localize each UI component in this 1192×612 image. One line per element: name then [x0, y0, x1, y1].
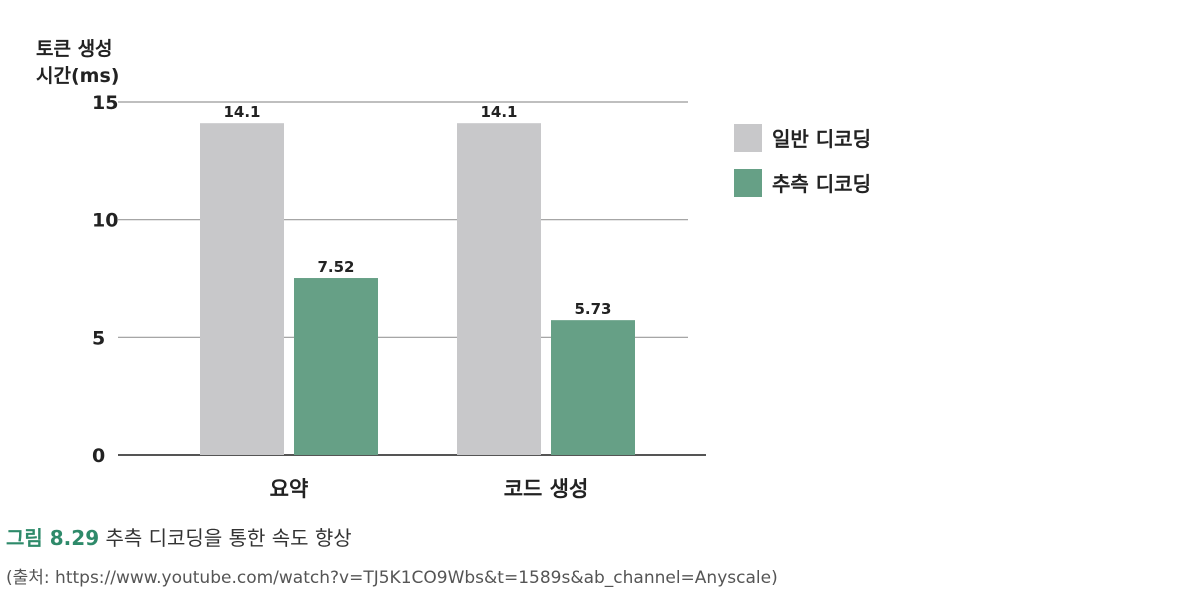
- y-axis-title-line: 시간(ms): [36, 65, 119, 87]
- y-tick-label: 10: [92, 210, 118, 232]
- x-tick-label: 코드 생성: [504, 477, 589, 501]
- source-citation: (출처: https://www.youtube.com/watch?v=TJ5…: [6, 568, 778, 588]
- legend-swatch: [734, 169, 762, 197]
- bars: [200, 123, 635, 456]
- y-axis-title-line: 토큰 생성: [36, 38, 113, 60]
- figure-caption: 그림 8.29 추측 디코딩을 통한 속도 향상: [6, 522, 352, 551]
- bar: [551, 320, 635, 455]
- figure-number: 그림 8.29: [6, 526, 100, 550]
- bar: [457, 123, 541, 456]
- bar-value-label: 14.1: [480, 103, 517, 121]
- bar-value-label: 14.1: [223, 103, 260, 121]
- bar: [294, 278, 378, 455]
- value-labels: 14.1 7.52 14.1 5.73: [223, 103, 611, 318]
- bar-value-label: 7.52: [317, 258, 354, 276]
- figure-caption-text: 추측 디코딩을 통한 속도 향상: [105, 526, 352, 550]
- bar: [200, 123, 284, 456]
- x-tick-label: 요약: [270, 477, 309, 501]
- legend-swatch: [734, 124, 762, 152]
- y-tick-label: 15: [92, 92, 118, 114]
- y-tick-label: 5: [92, 327, 105, 349]
- y-tick-labels: 0 5 10 15: [92, 92, 118, 467]
- bar-value-label: 5.73: [574, 300, 611, 318]
- x-tick-labels: 요약 코드 생성: [270, 477, 589, 501]
- legend-label: 추측 디코딩: [772, 172, 871, 196]
- y-tick-label: 0: [92, 445, 105, 467]
- legend-label: 일반 디코딩: [772, 127, 871, 151]
